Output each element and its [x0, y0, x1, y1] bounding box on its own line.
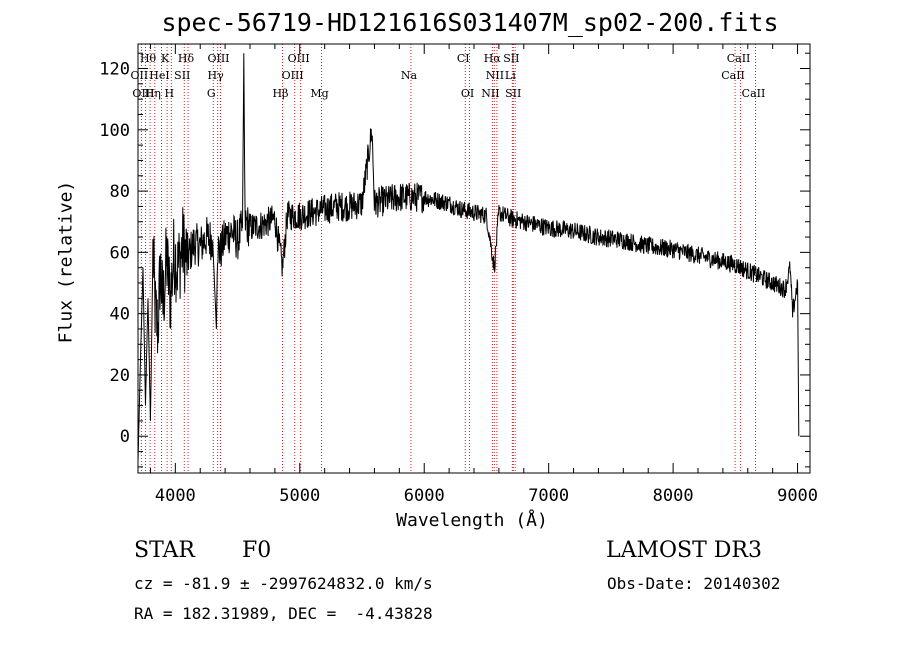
line-label-13: OIII — [282, 69, 304, 82]
y-tick-label-3: 60 — [110, 243, 130, 263]
coordinates: RA = 182.31989, DEC = -4.43828 — [134, 604, 433, 623]
x-tick-label-5: 9000 — [777, 486, 818, 506]
spectral-line-markers — [140, 44, 756, 473]
line-label-1: K — [161, 52, 170, 65]
y-tick-label-4: 80 — [110, 182, 130, 202]
line-label-16: Li — [505, 69, 516, 82]
object-subclass: F0 — [242, 538, 272, 563]
line-label-23: Mg — [310, 87, 328, 100]
obs-date: Obs-Date: 20140302 — [607, 574, 781, 593]
survey-name: LAMOST DR3 — [606, 538, 762, 563]
line-label-19: Hη — [145, 87, 161, 100]
x-tick-label-1: 5000 — [279, 486, 320, 506]
axis-ticks: 4000 5000 6000 7000 8000 9000 0 20 40 60 80 100 120 — [99, 44, 818, 506]
series-flux-line — [137, 53, 800, 461]
y-axis-label: Flux (relative) — [55, 180, 77, 344]
line-label-6: Hα — [484, 52, 502, 65]
line-label-10: HeI — [149, 69, 169, 82]
line-label-26: SII — [505, 87, 521, 100]
x-tick-label-0: 4000 — [155, 486, 196, 506]
line-label-12: Hγ — [208, 69, 225, 82]
line-label-25: NII — [481, 87, 499, 100]
y-tick-label-0: 0 — [120, 427, 130, 447]
y-tick-label-1: 20 — [110, 366, 130, 386]
plot-frame — [137, 43, 811, 474]
x-tick-label-3: 7000 — [528, 486, 569, 506]
line-label-17: CaII — [721, 69, 745, 82]
y-tick-label-2: 40 — [110, 305, 130, 325]
y-tick-label-5: 100 — [99, 121, 130, 141]
line-label-22: Hβ — [273, 87, 289, 100]
object-class: STAR — [134, 538, 195, 563]
line-label-2: Hδ — [178, 52, 195, 65]
x-axis-label: Wavelength (Å) — [396, 510, 548, 531]
chart-title: spec-56719-HD121616S031407M_sp02-200.fit… — [161, 8, 779, 37]
line-label-7: SII — [503, 52, 519, 65]
line-label-3: OIII — [207, 52, 229, 65]
line-label-21: G — [207, 87, 216, 100]
y-tick-label-6: 120 — [99, 60, 130, 80]
line-label-9: OII — [131, 69, 149, 82]
line-label-24: OI — [461, 87, 474, 100]
line-label-27: CaII — [742, 87, 766, 100]
line-label-4: OIII — [288, 52, 310, 65]
line-label-8: CaII — [727, 52, 751, 65]
x-tick-label-4: 8000 — [653, 486, 694, 506]
line-label-15: NII — [486, 69, 504, 82]
x-tick-label-2: 6000 — [404, 486, 445, 506]
line-label-5: CI — [457, 52, 470, 65]
line-label-0: Hθ — [140, 52, 157, 65]
line-label-11: SII — [174, 69, 190, 82]
line-label-14: Na — [401, 69, 418, 82]
line-label-20: H — [165, 87, 175, 100]
redshift-readout: cz = -81.9 ± -2997624832.0 km/s — [134, 574, 433, 593]
